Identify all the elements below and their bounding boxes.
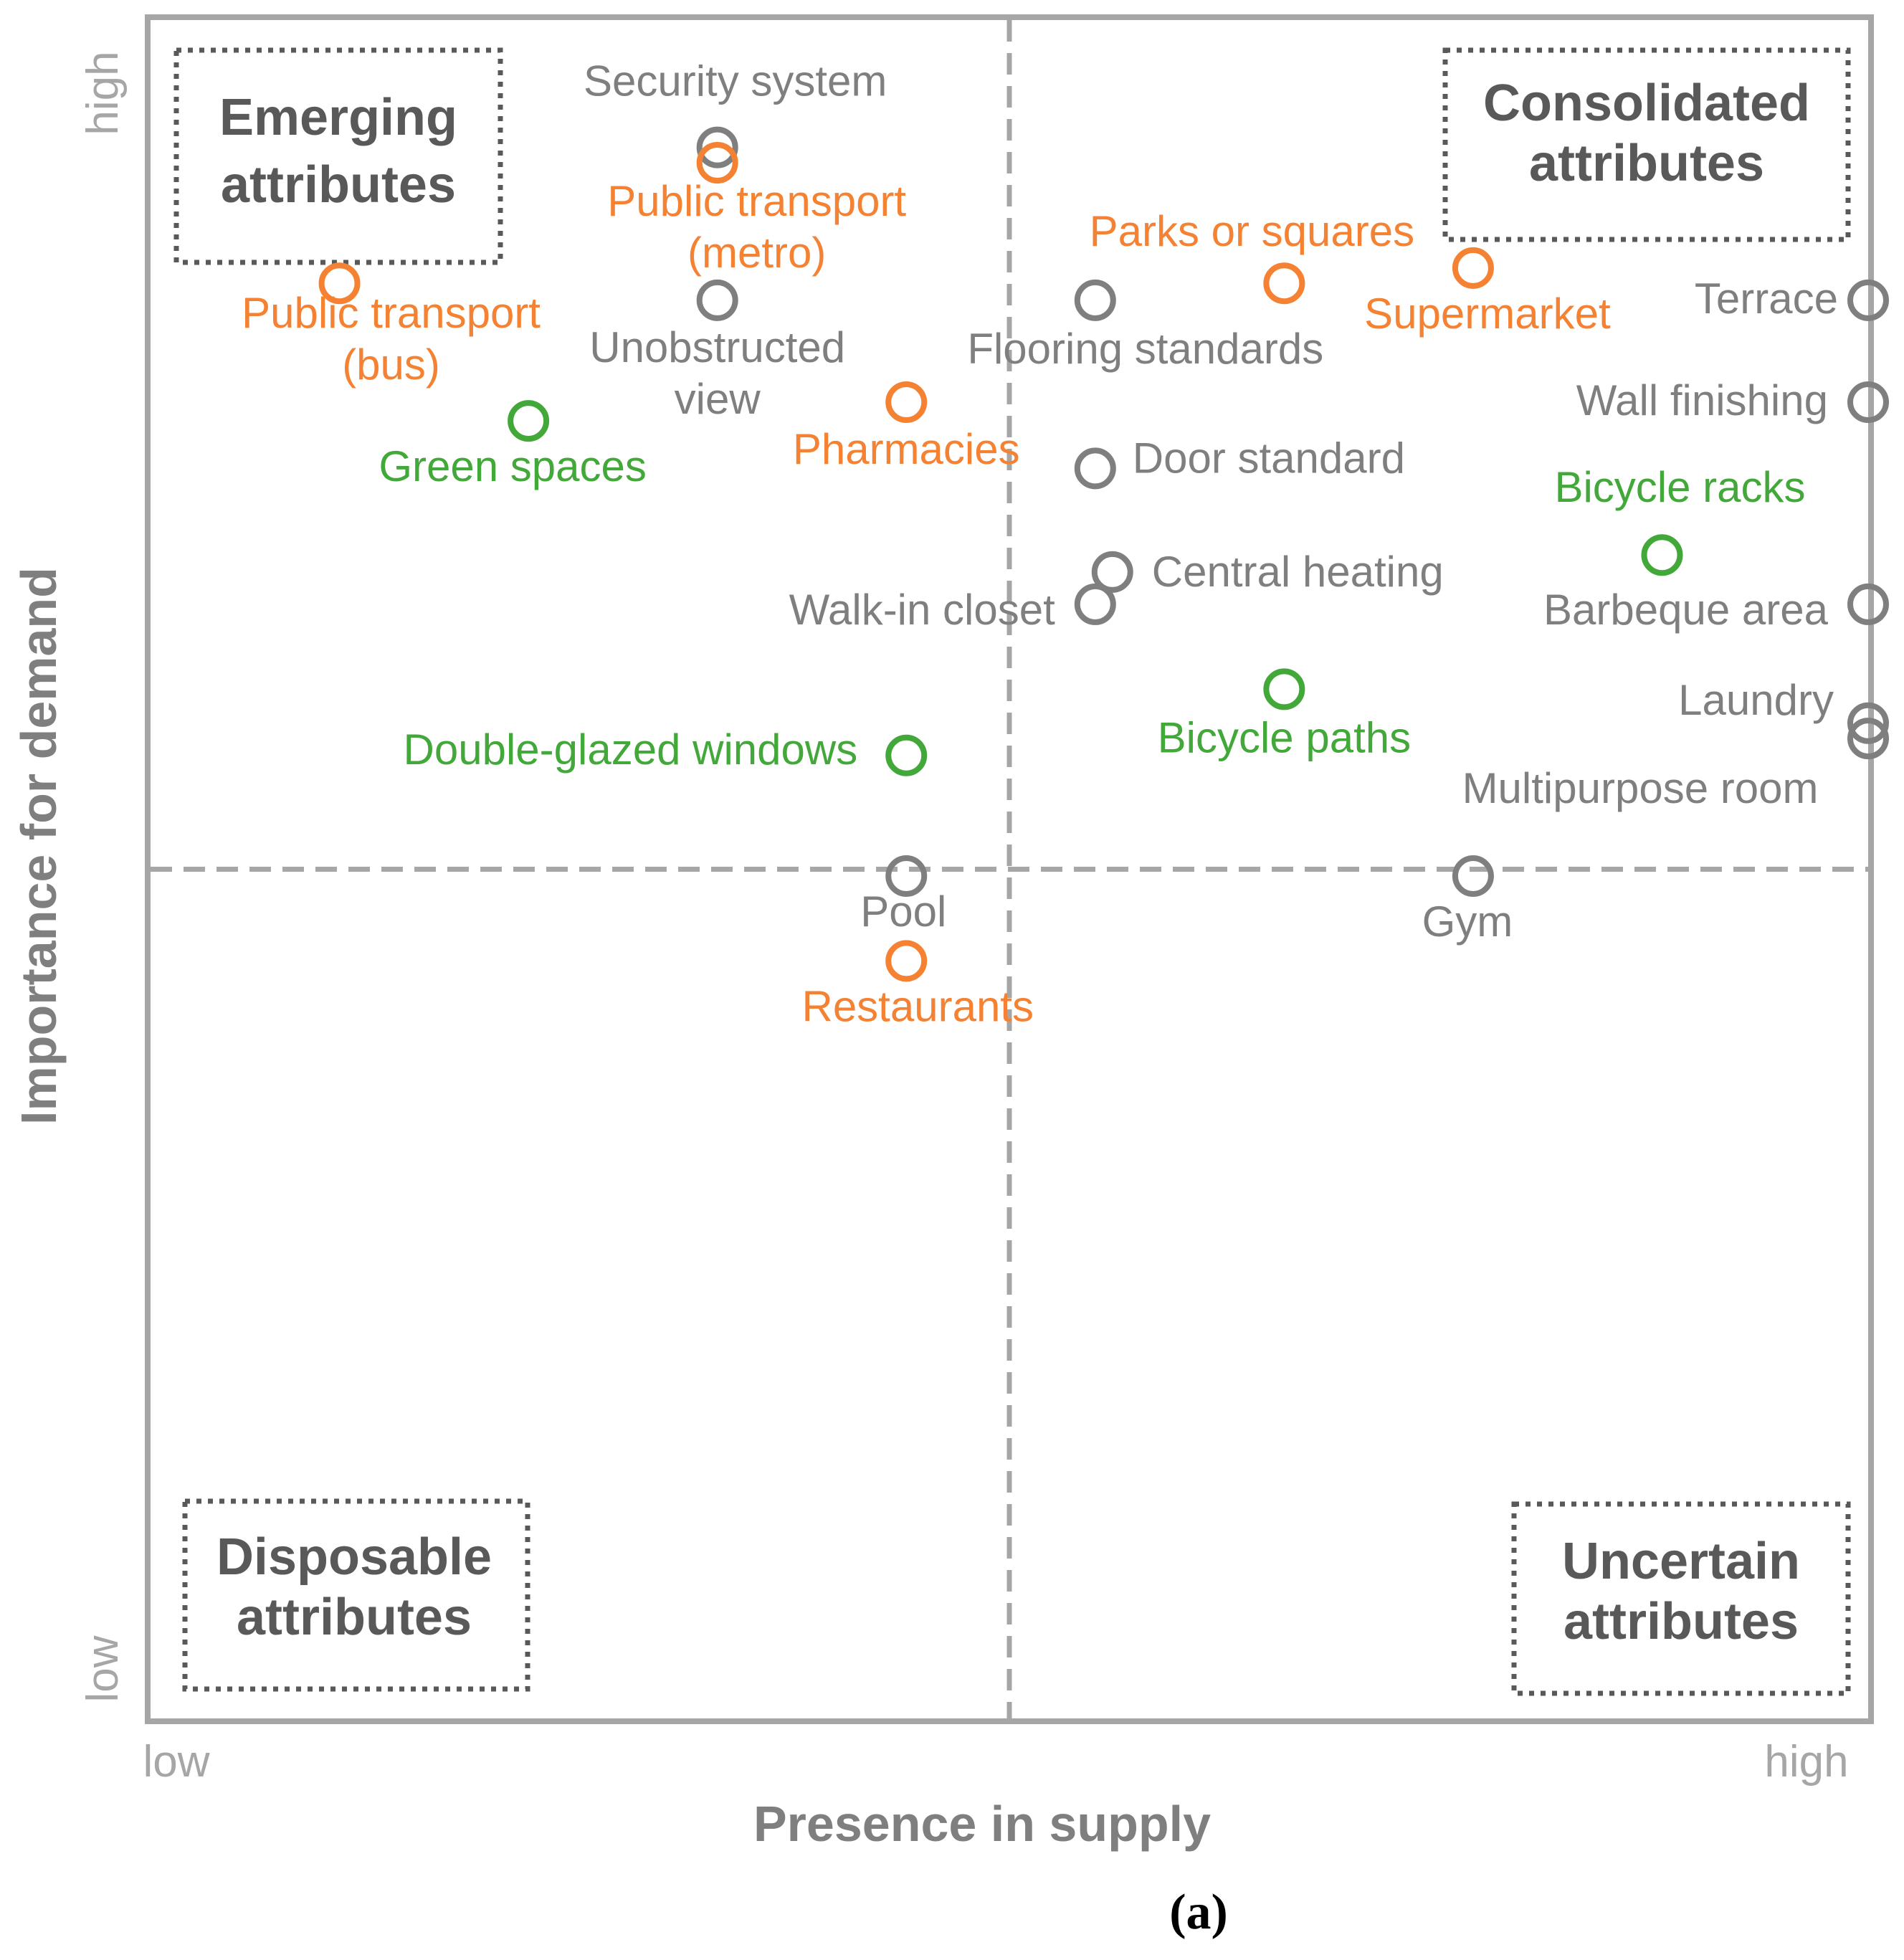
- point-label: Bicycle racks: [1554, 463, 1805, 511]
- data-point: [1263, 668, 1305, 710]
- y-tick-high: high: [78, 51, 128, 135]
- x-tick-low: low: [143, 1737, 209, 1787]
- quadrant-emerging: Emerging attributes: [173, 47, 503, 265]
- quadrant-box: [182, 1498, 530, 1692]
- data-point: [318, 262, 361, 305]
- quadrant-label-line1: Uncertain: [1562, 1533, 1800, 1590]
- point-label: Flooring standards: [967, 325, 1323, 373]
- data-point: [1452, 247, 1494, 289]
- data-point: [1263, 262, 1305, 305]
- data-point: [696, 126, 738, 168]
- point-label: view: [675, 375, 761, 423]
- point-label: Wall finishing: [1576, 376, 1828, 424]
- data-point: [1847, 718, 1889, 760]
- point-label: Public transport: [607, 177, 906, 225]
- point-label: Pharmacies: [793, 425, 1020, 473]
- point-label: Parks or squares: [1090, 207, 1415, 255]
- quadrant-uncertain: Uncertain attributes: [1511, 1501, 1851, 1696]
- data-point: [1847, 702, 1889, 744]
- point-label: Barbeque area: [1543, 586, 1829, 634]
- point-label: Door standard: [1133, 434, 1405, 482]
- point-label: Supermarket: [1364, 290, 1611, 338]
- point-label: Restaurants: [801, 982, 1034, 1030]
- data-point: [885, 734, 928, 776]
- point-label: Multipurpose room: [1462, 764, 1819, 812]
- data-point: [1452, 855, 1494, 897]
- quadrant-box: [1442, 47, 1851, 242]
- point-label: Security system: [584, 57, 887, 105]
- quadrant-box: [1511, 1501, 1851, 1696]
- quadrant-disposable: Disposable attributes: [182, 1498, 530, 1692]
- point-label: Unobstructed: [589, 323, 845, 371]
- data-point: [885, 940, 928, 982]
- point-label: Double-glazed windows: [404, 726, 858, 774]
- point-label: Gym: [1422, 898, 1513, 946]
- data-point: [1641, 534, 1683, 576]
- point-label: Pool: [860, 888, 946, 936]
- data-point: [1074, 583, 1116, 625]
- quadrant-box: [173, 47, 503, 265]
- data-point: [885, 855, 928, 897]
- point-label: Green spaces: [379, 442, 647, 490]
- point-label: Terrace: [1695, 275, 1838, 323]
- quadrant-label-line2: attributes: [1529, 135, 1764, 192]
- quadrant-label-line1: Consolidated: [1483, 75, 1810, 132]
- data-point: [1091, 551, 1133, 593]
- data-point: [1074, 447, 1116, 490]
- point-label: Public transport: [242, 289, 541, 337]
- x-axis-title: Presence in supply: [753, 1796, 1211, 1852]
- x-tick-high: high: [1764, 1737, 1848, 1787]
- y-axis-title: Importance for demand: [11, 567, 67, 1125]
- data-point: [1074, 279, 1116, 321]
- point-label: (bus): [342, 341, 440, 389]
- plot-frame: [145, 14, 1874, 1724]
- points-layer: [318, 126, 1889, 982]
- data-point: [1847, 381, 1889, 424]
- data-point: [696, 279, 738, 321]
- point-label: Laundry: [1678, 676, 1834, 724]
- y-tick-low: low: [78, 1635, 128, 1702]
- quadrant-label-line2: attributes: [1563, 1593, 1799, 1650]
- quadrant-label-line1: Emerging: [219, 89, 457, 146]
- point-label: Bicycle paths: [1158, 713, 1412, 761]
- point-label: (metro): [687, 229, 826, 277]
- point-label: Central heating: [1152, 548, 1444, 596]
- quadrant-label-line2: attributes: [221, 156, 456, 214]
- data-point: [696, 141, 738, 184]
- quadrant-label-line2: attributes: [237, 1589, 472, 1646]
- quadrant-consolidated: Consolidated attributes: [1442, 47, 1851, 242]
- quadrant-label-line1: Disposable: [216, 1528, 492, 1586]
- point-label: Walk-in closet: [789, 586, 1056, 634]
- data-point: [1847, 583, 1889, 625]
- figure-caption: (a): [1169, 1885, 1228, 1940]
- data-point: [508, 400, 550, 442]
- data-point: [1847, 279, 1889, 321]
- data-point: [885, 381, 928, 424]
